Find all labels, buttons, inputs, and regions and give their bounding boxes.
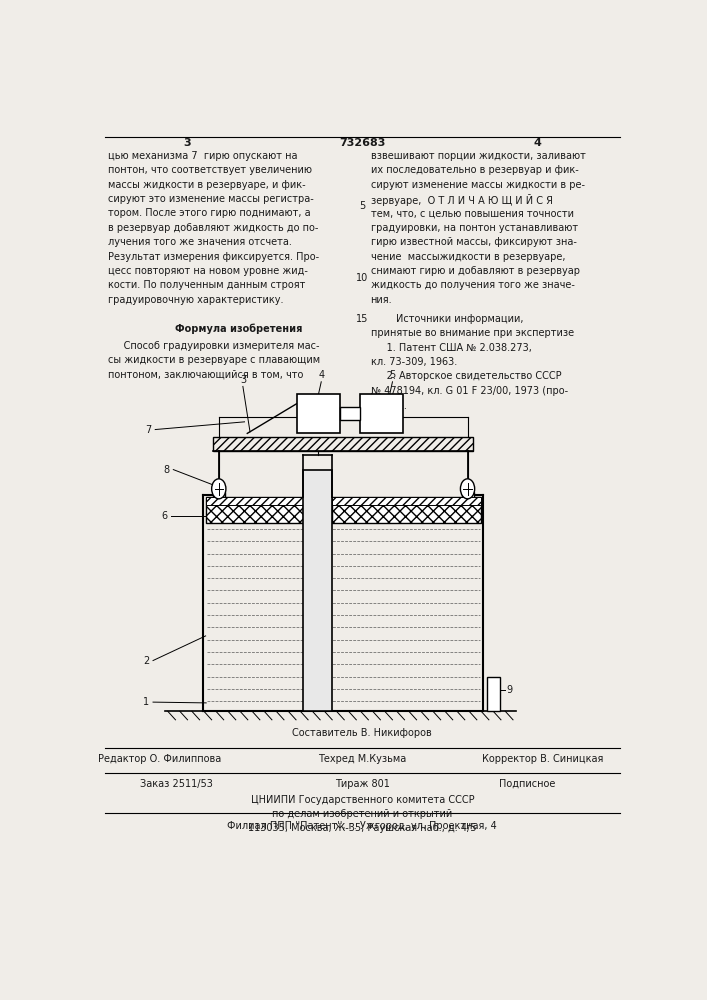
Bar: [303, 470, 332, 711]
Text: Формула изобретения: Формула изобретения: [175, 323, 303, 334]
Text: взвешивают порции жидкости, заливают: взвешивают порции жидкости, заливают: [370, 151, 585, 161]
Circle shape: [211, 479, 226, 499]
Text: сы жидкости в резервуаре с плавающим: сы жидкости в резервуаре с плавающим: [107, 355, 320, 365]
Text: 3: 3: [183, 138, 191, 148]
Text: их последовательно в резервуар и фик-: их последовательно в резервуар и фик-: [370, 165, 578, 175]
Text: № 478194, кл. G 01 F 23/00, 1973 (про-: № 478194, кл. G 01 F 23/00, 1973 (про-: [370, 386, 568, 396]
Bar: [213, 492, 225, 501]
Text: тором. После этого гирю поднимают, а: тором. После этого гирю поднимают, а: [107, 208, 310, 218]
Text: 2: 2: [143, 656, 149, 666]
Bar: [360, 394, 404, 433]
Text: Филиал ППП ''Патент'', г. Ужгород, ул. Проектная, 4: Филиал ППП ''Патент'', г. Ужгород, ул. П…: [228, 821, 497, 831]
Bar: [332, 497, 481, 523]
Bar: [462, 492, 474, 501]
Text: 113035, Москва, Ж-35, Раушская наб., д. 4/5: 113035, Москва, Ж-35, Раушская наб., д. …: [248, 823, 477, 833]
Text: гирю известной массы, фиксируют зна-: гирю известной массы, фиксируют зна-: [370, 237, 576, 247]
Text: 6: 6: [161, 511, 167, 521]
Text: массы жидкости в резервуаре, и фик-: массы жидкости в резервуаре, и фик-: [107, 180, 305, 190]
Bar: [214, 437, 473, 451]
Text: кости. По полученным данным строят: кости. По полученным данным строят: [107, 280, 305, 290]
Text: снимают гирю и добавляют в резервуар: снимают гирю и добавляют в резервуар: [370, 266, 580, 276]
Text: 10: 10: [356, 273, 368, 283]
Text: в резервуар добавляют жидкость до по-: в резервуар добавляют жидкость до по-: [107, 223, 318, 233]
Bar: [206, 497, 303, 523]
Text: 732683: 732683: [339, 138, 385, 148]
Text: понтон, что соответствует увеличению: понтон, что соответствует увеличению: [107, 165, 312, 175]
Bar: [332, 497, 481, 505]
Text: Редактор О. Филиппова: Редактор О. Филиппова: [98, 754, 221, 764]
Text: чение  массыжидкости в резервуаре,: чение массыжидкости в резервуаре,: [370, 252, 565, 262]
Bar: [341, 407, 360, 420]
Text: тотип).: тотип).: [370, 400, 407, 410]
Text: 5: 5: [359, 201, 366, 211]
Text: 5: 5: [390, 370, 396, 380]
Bar: [213, 492, 225, 501]
Text: Источники информации,: Источники информации,: [370, 314, 523, 324]
Text: цесс повторяют на новом уровне жид-: цесс повторяют на новом уровне жид-: [107, 266, 308, 276]
Text: сируют это изменение массы регистра-: сируют это изменение массы регистра-: [107, 194, 313, 204]
Text: Подписное: Подписное: [498, 779, 555, 789]
Text: ЦНИИПИ Государственного комитета СССР: ЦНИИПИ Государственного комитета СССР: [250, 795, 474, 805]
Bar: [462, 492, 474, 501]
Text: принятые во внимание при экспертизе: принятые во внимание при экспертизе: [370, 328, 573, 338]
Text: цью механизма 7  гирю опускают на: цью механизма 7 гирю опускают на: [107, 151, 297, 161]
Text: 2. Авторское свидетельство СССР: 2. Авторское свидетельство СССР: [370, 371, 561, 381]
Text: 1: 1: [143, 697, 149, 707]
Text: 3: 3: [240, 375, 246, 385]
Bar: [206, 497, 303, 523]
Bar: [206, 497, 303, 505]
Text: 8: 8: [163, 465, 169, 475]
Bar: [332, 497, 481, 523]
Text: 1. Патент США № 2.038.273,: 1. Патент США № 2.038.273,: [370, 343, 532, 353]
Text: 4: 4: [534, 138, 542, 148]
Text: Способ градуировки измерителя мас-: Способ градуировки измерителя мас-: [107, 341, 319, 351]
Text: Корректор В. Синицкая: Корректор В. Синицкая: [482, 754, 604, 764]
Text: Составитель В. Никифоров: Составитель В. Никифоров: [293, 728, 432, 738]
Text: лучения того же значения отсчета.: лучения того же значения отсчета.: [107, 237, 291, 247]
Text: кл. 73-309, 1963.: кл. 73-309, 1963.: [370, 357, 457, 367]
Text: 15: 15: [356, 314, 368, 324]
Text: зервуаре,  О Т Л И Ч А Ю Щ И Й С Я: зервуаре, О Т Л И Ч А Ю Щ И Й С Я: [370, 194, 552, 206]
Text: по делам изобретений и открытий: по делам изобретений и открытий: [272, 809, 452, 819]
Bar: [332, 497, 481, 505]
Text: Результат измерения фиксируется. Про-: Результат измерения фиксируется. Про-: [107, 252, 319, 262]
Text: жидкость до получения того же значе-: жидкость до получения того же значе-: [370, 280, 574, 290]
Text: понтоном, заключающийся в том, что: понтоном, заключающийся в том, что: [107, 369, 303, 379]
Text: 4: 4: [318, 370, 325, 380]
Bar: [297, 394, 341, 433]
Bar: [206, 497, 303, 505]
Text: градуировки, на понтон устанавливают: градуировки, на понтон устанавливают: [370, 223, 578, 233]
Bar: [487, 677, 501, 711]
Text: Техред М.Кузьма: Техред М.Кузьма: [318, 754, 407, 764]
Text: ния.: ния.: [370, 295, 392, 305]
Text: градуировочную характеристику.: градуировочную характеристику.: [107, 295, 283, 305]
Text: 9: 9: [506, 685, 512, 695]
Circle shape: [460, 479, 474, 499]
Text: сируют изменение массы жидкости в ре-: сируют изменение массы жидкости в ре-: [370, 180, 585, 190]
Text: Заказ 2511/53: Заказ 2511/53: [139, 779, 213, 789]
Text: 7: 7: [146, 425, 152, 435]
Text: тем, что, с целью повышения точности: тем, что, с целью повышения точности: [370, 208, 573, 218]
Text: Тираж 801: Тираж 801: [335, 779, 390, 789]
